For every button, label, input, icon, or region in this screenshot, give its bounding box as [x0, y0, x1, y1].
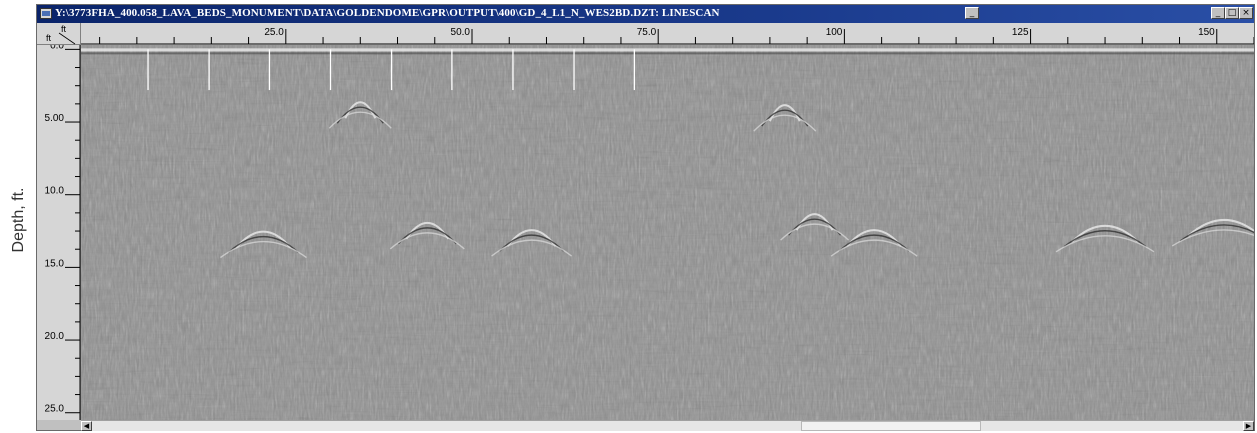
maximize-icon: □ [1227, 8, 1237, 18]
depth-axis-title: Depth, ft. [10, 187, 27, 253]
arrow-right-icon: ▶ [1245, 422, 1252, 430]
radargram-streaks [81, 45, 1254, 420]
surface-reflection-dark [81, 52, 1254, 55]
close-icon: × [1242, 8, 1250, 18]
reflection-arc [753, 114, 817, 132]
window-title: Y:\3773FHA_400.058_LAVA_BEDS_MONUMENT\DA… [55, 7, 720, 19]
reflection-arc [830, 239, 918, 257]
surface-reflection [81, 48, 1254, 52]
minimize-icon: _ [1215, 8, 1221, 18]
horizontal-scrollbar[interactable]: ◀ ▶ [81, 420, 1254, 431]
x-tick-label: 75.0 [637, 27, 657, 38]
x-tick-label: 150 [1198, 27, 1215, 38]
x-tick-label: 50.0 [451, 27, 471, 38]
scroll-left-button[interactable]: ◀ [81, 421, 92, 431]
reflection-arc [220, 241, 307, 259]
linescan-window: Y:\3773FHA_400.058_LAVA_BEDS_MONUMENT\DA… [36, 4, 1257, 431]
distance-ruler: 25.0 50.0 75.0 100 125 150 [81, 23, 1255, 46]
radargram[interactable] [81, 45, 1257, 420]
x-tick-label: 125 [1012, 27, 1029, 38]
reflection-arc [1055, 235, 1155, 253]
restore-button[interactable]: _ [965, 7, 979, 19]
reflection-arc [491, 239, 573, 257]
radargram-image [81, 45, 1257, 420]
corner-y-unit: ft [46, 33, 52, 43]
title-bar[interactable]: Y:\3773FHA_400.058_LAVA_BEDS_MONUMENT\DA… [37, 5, 1254, 23]
y-tick-label: 0.0 [50, 45, 64, 51]
depth-ruler: 0.0 5.00 10.0 15.0 20.0 25.0 [37, 40, 81, 420]
arrow-left-icon: ◀ [83, 422, 90, 430]
reflection-arc [795, 213, 834, 231]
reflection-arc [838, 234, 910, 252]
reflection-arc [1187, 218, 1257, 237]
x-tick-label: 100 [826, 27, 843, 38]
depth-axis: 0.0 5.00 10.0 15.0 20.0 25.0 [45, 40, 81, 420]
reflection-arc [227, 235, 299, 254]
corner-x-unit: ft [61, 24, 67, 34]
reflection-arc [768, 104, 801, 122]
distance-axis: 25.0 50.0 75.0 100 125 150 [81, 27, 1255, 45]
reflection-arc [1171, 229, 1257, 247]
y-tick-label: 5.00 [45, 113, 65, 124]
close-button[interactable]: × [1239, 7, 1253, 19]
y-tick-label: 20.0 [45, 331, 65, 342]
app-icon [40, 8, 52, 19]
reflection-arc [499, 234, 565, 252]
minimize-button[interactable]: _ [1211, 7, 1225, 19]
reflection-arc [344, 101, 377, 119]
scroll-thumb[interactable] [801, 421, 981, 431]
y-tick-label: 15.0 [45, 258, 65, 269]
maximize-button[interactable]: □ [1225, 7, 1239, 19]
reflection-arc [1071, 224, 1139, 243]
minimize-icon: _ [969, 8, 975, 18]
reflection-arc [1063, 230, 1147, 248]
y-tick-label: 25.0 [45, 404, 65, 415]
reflection-arc [328, 111, 392, 129]
reflection-arc [780, 223, 850, 241]
reflection-arc [389, 232, 465, 250]
reflection-arc [1179, 224, 1257, 242]
axis-corner: ft ft [37, 23, 81, 45]
x-tick-label: 25.0 [264, 27, 284, 38]
y-tick-label: 10.0 [45, 186, 65, 197]
scroll-right-button[interactable]: ▶ [1243, 421, 1254, 431]
